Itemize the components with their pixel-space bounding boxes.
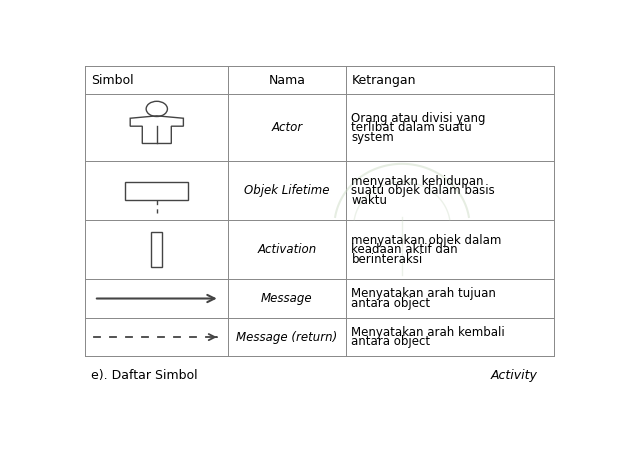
Text: Message: Message: [261, 292, 313, 305]
Text: Ketrangan: Ketrangan: [351, 74, 416, 87]
Text: keadaan aktif dan: keadaan aktif dan: [351, 243, 458, 256]
Text: berinteraksi: berinteraksi: [351, 253, 422, 266]
Text: system: system: [351, 131, 394, 144]
Text: Activation: Activation: [257, 243, 316, 256]
Text: Orang atau divisi yang: Orang atau divisi yang: [351, 112, 486, 125]
Text: Actor: Actor: [271, 121, 303, 134]
Text: waktu: waktu: [351, 194, 388, 207]
Text: e). Daftar Simbol: e). Daftar Simbol: [91, 369, 202, 382]
Text: suatu objek dalam basis: suatu objek dalam basis: [351, 185, 495, 198]
Text: Objek Lifetime: Objek Lifetime: [244, 185, 329, 198]
Text: Menyatakan arah kembali: Menyatakan arah kembali: [351, 326, 505, 339]
Text: menyatakn kehidupan: menyatakn kehidupan: [351, 175, 484, 188]
Text: Activity: Activity: [490, 369, 537, 382]
Text: Menyatakan arah tujuan: Menyatakan arah tujuan: [351, 287, 496, 300]
Text: antara object: antara object: [351, 335, 434, 348]
Text: menyatakan objek dalam: menyatakan objek dalam: [351, 233, 502, 247]
Text: Simbol: Simbol: [91, 74, 134, 87]
Text: Message (return): Message (return): [236, 330, 338, 343]
Text: terlibat dalam suatu: terlibat dalam suatu: [351, 121, 472, 134]
Text: Nama: Nama: [268, 74, 306, 87]
Bar: [152, 233, 162, 267]
Bar: [125, 182, 188, 199]
Text: antara object: antara object: [351, 297, 434, 310]
